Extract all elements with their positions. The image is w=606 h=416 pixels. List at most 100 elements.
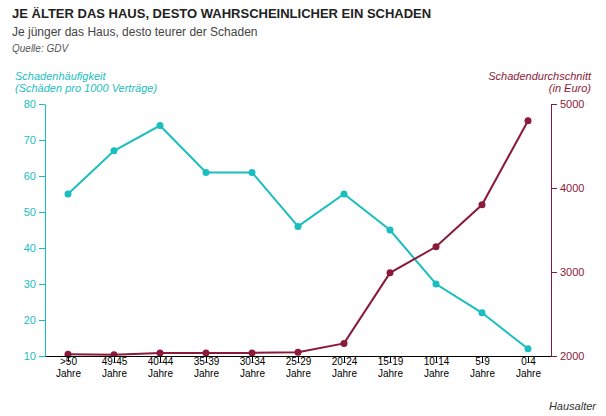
text-line: 25-29 [286, 356, 312, 367]
y-tick: 10 [24, 350, 45, 362]
x-tick: 10-14Jahre [424, 356, 450, 379]
y-tick: 30 [24, 278, 45, 290]
y2-axis-title: Schadendurchschnitt(in Euro) [488, 70, 592, 94]
x-tick-label: 20-24Jahre [332, 356, 358, 379]
point [203, 169, 210, 176]
point [295, 223, 302, 230]
subtitle: Je jünger das Haus, desto teurer der Sch… [12, 25, 257, 39]
text-line: 40-44 [148, 356, 174, 367]
x-tick-label: >50Jahre [56, 356, 81, 379]
x-tick: 40-44Jahre [148, 356, 174, 379]
text-line: Jahre [470, 368, 495, 379]
y-tick-label: 80 [24, 98, 36, 110]
y-tick: 40 [24, 242, 45, 254]
tick-mark [39, 104, 45, 105]
x-tick: 20-24Jahre [332, 356, 358, 379]
y-tick-label: 70 [24, 134, 36, 146]
text-line: Jahre [424, 368, 449, 379]
title: JE ÄLTER DAS HAUS, DESTO WAHRSCHEINLICHE… [12, 6, 431, 21]
y-tick: 60 [24, 170, 45, 182]
text-line: Jahre [378, 368, 403, 379]
y-axis: 10 20 30 40 50 60 70 80 [24, 98, 46, 362]
x-tick: 25-29Jahre [286, 356, 312, 379]
tick-mark [551, 272, 557, 273]
axis-line [551, 105, 552, 357]
axis-line [45, 105, 46, 357]
text-line: 30-34 [240, 356, 266, 367]
y-axis-title: Schadenhäufigkeit(Schäden pro 1000 Ver… [15, 70, 157, 94]
point [203, 349, 210, 356]
text-line: Jahre [56, 368, 81, 379]
y-tick-label: 10 [24, 350, 36, 362]
text-line: Jahre [194, 368, 219, 379]
point [157, 122, 164, 129]
text-line: Schadenhäufigkeit [15, 70, 106, 82]
x-tick: 30-34Jahre [240, 356, 266, 379]
point [525, 117, 532, 124]
y2-tick: 3000 [551, 266, 584, 278]
text-line: 20-24 [332, 356, 358, 367]
x-tick: 35-39Jahre [194, 356, 220, 379]
y-tick-label: 50 [24, 206, 36, 218]
x-tick-label: 35-39Jahre [194, 356, 220, 379]
y-tick: 50 [24, 206, 45, 218]
point [479, 309, 486, 316]
text-line: (Schäden pro 1000 Verträge) [15, 82, 157, 94]
x-tick: 0-4Jahre [516, 356, 541, 379]
tick-mark [39, 356, 45, 357]
text-line: Jahre [332, 368, 357, 379]
x-tick-label: 49-45Jahre [102, 356, 128, 379]
text-line: 0-4 [521, 356, 536, 367]
x-axis: >50Jahre49-45Jahre40-44Jahre35-39Jahre30… [46, 356, 552, 379]
y-tick-label: 20 [24, 314, 36, 326]
text-line: Jahre [286, 368, 311, 379]
tick-mark [39, 176, 45, 177]
text-line: Jahre [148, 368, 173, 379]
tick-mark [39, 140, 45, 141]
point [249, 169, 256, 176]
y2-tick: 2000 [551, 350, 584, 362]
point [249, 349, 256, 356]
y2-tick-label: 4000 [560, 182, 584, 194]
x-tick-label: 5-9Jahre [470, 356, 495, 379]
x-tick: 15-19Jahre [378, 356, 404, 379]
chart-container: JE ÄLTER DAS HAUS, DESTO WAHRSCHEINLICHE… [0, 0, 606, 416]
point [65, 191, 72, 198]
series-line [68, 126, 528, 349]
tick-mark [551, 356, 557, 357]
series-markers [65, 122, 532, 352]
point [433, 281, 440, 288]
annotation: Quelle: GDV [12, 43, 69, 54]
text-line: 35-39 [194, 356, 220, 367]
tick-mark [39, 212, 45, 213]
point [525, 345, 532, 352]
chart-svg: JE ÄLTER DAS HAUS, DESTO WAHRSCHEINLICHE… [0, 0, 606, 416]
point [433, 243, 440, 250]
x-tick-label: 25-29Jahre [286, 356, 312, 379]
point [341, 191, 348, 198]
point [157, 349, 164, 356]
text-line: Jahre [240, 368, 265, 379]
y2-tick-label: 5000 [560, 98, 584, 110]
text-line: 10-14 [424, 356, 450, 367]
x-tick-label: 0-4Jahre [516, 356, 541, 379]
x-tick-label: 30-34Jahre [240, 356, 266, 379]
y-tick-label: 40 [24, 242, 36, 254]
plot-area [65, 117, 532, 356]
y-tick: 20 [24, 314, 45, 326]
y2-tick-label: 3000 [560, 266, 584, 278]
y2-axis: 2000 3000 4000 5000 [551, 98, 584, 362]
point [295, 349, 302, 356]
text-line: 5-9 [475, 356, 490, 367]
tick-mark [39, 320, 45, 321]
x-tick: 5-9Jahre [470, 356, 495, 379]
tick-mark [551, 188, 557, 189]
y2-tick: 5000 [551, 98, 584, 110]
tick-mark [39, 248, 45, 249]
point [111, 351, 118, 356]
series-line [68, 121, 528, 355]
point [479, 201, 486, 208]
y-tick-label: 60 [24, 170, 36, 182]
x-tick-label: 15-19Jahre [378, 356, 404, 379]
y-tick-label: 30 [24, 278, 36, 290]
